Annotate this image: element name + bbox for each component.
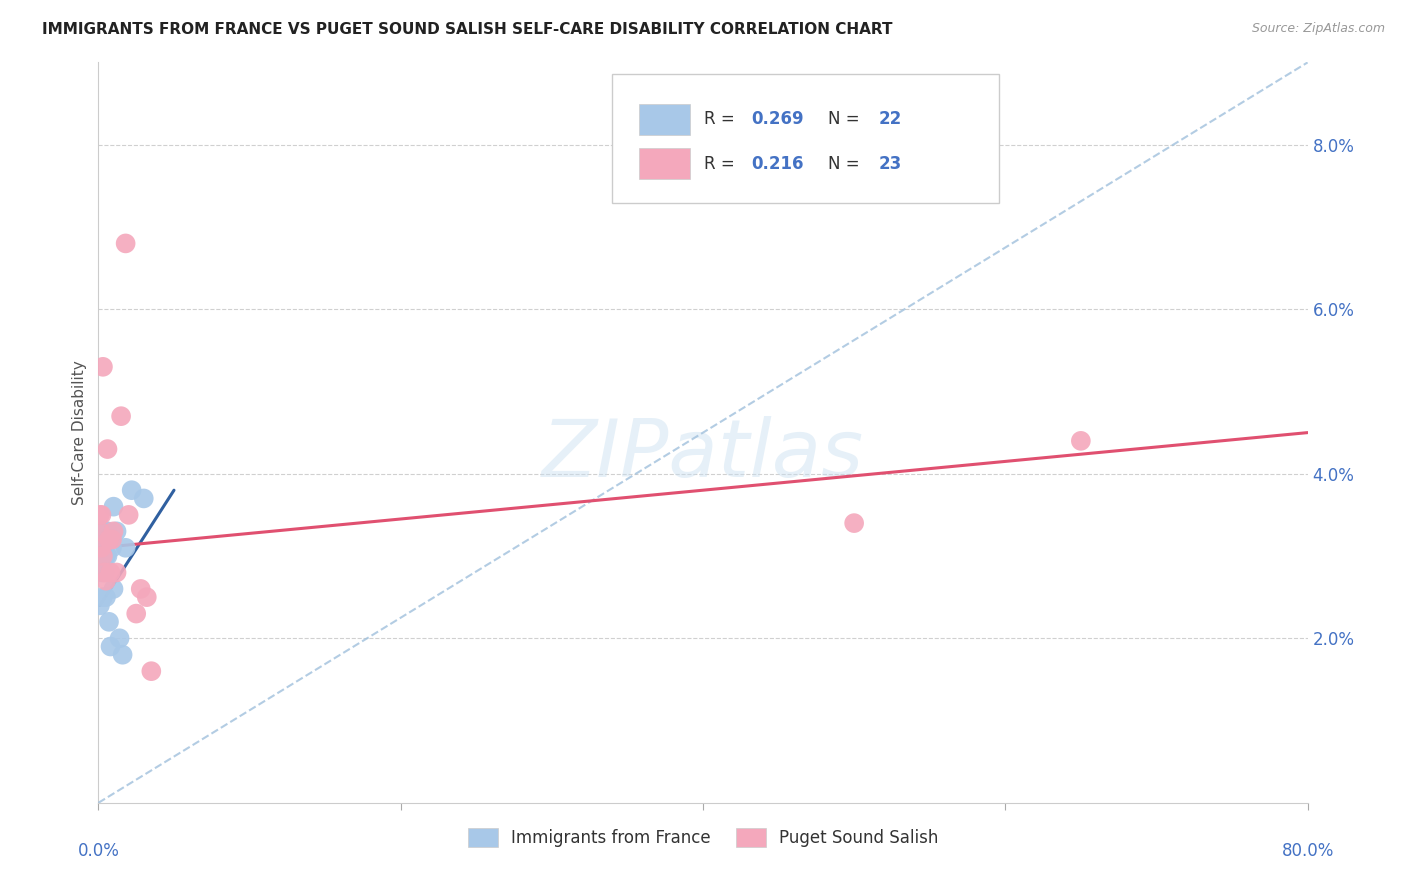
- Point: [844, 516, 866, 530]
- Point: [98, 615, 121, 629]
- Point: [103, 524, 125, 539]
- Point: [100, 640, 122, 654]
- Point: [114, 236, 136, 251]
- Point: [118, 508, 141, 522]
- Point: [111, 648, 134, 662]
- Point: [105, 524, 128, 539]
- Point: [108, 632, 131, 646]
- Point: [1070, 434, 1092, 448]
- Point: [101, 533, 124, 547]
- Point: [90, 541, 112, 555]
- Y-axis label: Self-Care Disability: Self-Care Disability: [72, 360, 87, 505]
- Point: [94, 590, 117, 604]
- Point: [103, 500, 125, 514]
- Text: 23: 23: [879, 155, 901, 173]
- Text: 0.216: 0.216: [751, 155, 804, 173]
- Point: [93, 524, 115, 539]
- Text: N =: N =: [828, 111, 865, 128]
- Point: [94, 574, 117, 588]
- Point: [91, 359, 114, 374]
- Legend: Immigrants from France, Puget Sound Salish: Immigrants from France, Puget Sound Sali…: [461, 822, 945, 854]
- Point: [141, 664, 163, 678]
- Point: [100, 566, 122, 580]
- Point: [103, 582, 125, 596]
- Point: [91, 524, 114, 539]
- Point: [91, 549, 114, 563]
- Point: [135, 590, 157, 604]
- Point: [110, 409, 132, 424]
- Text: N =: N =: [828, 155, 865, 173]
- Point: [105, 566, 128, 580]
- Point: [89, 599, 111, 613]
- Point: [90, 508, 112, 522]
- Point: [98, 533, 121, 547]
- Point: [114, 541, 136, 555]
- Point: [129, 582, 152, 596]
- FancyBboxPatch shape: [638, 103, 690, 135]
- FancyBboxPatch shape: [638, 148, 690, 179]
- Point: [93, 566, 115, 580]
- Point: [132, 491, 155, 506]
- Text: R =: R =: [704, 111, 740, 128]
- Point: [90, 566, 112, 580]
- Point: [94, 549, 117, 563]
- Point: [96, 442, 118, 456]
- Text: 80.0%: 80.0%: [1281, 842, 1334, 860]
- FancyBboxPatch shape: [613, 73, 1000, 203]
- Point: [90, 541, 112, 555]
- Point: [101, 541, 124, 555]
- Text: 0.269: 0.269: [751, 111, 804, 128]
- Point: [125, 607, 148, 621]
- Text: ZIPatlas: ZIPatlas: [541, 416, 865, 494]
- Text: IMMIGRANTS FROM FRANCE VS PUGET SOUND SALISH SELF-CARE DISABILITY CORRELATION CH: IMMIGRANTS FROM FRANCE VS PUGET SOUND SA…: [42, 22, 893, 37]
- Point: [121, 483, 143, 498]
- Text: 22: 22: [879, 111, 901, 128]
- Text: 0.0%: 0.0%: [77, 842, 120, 860]
- Point: [93, 566, 115, 580]
- Point: [91, 590, 114, 604]
- Text: R =: R =: [704, 155, 740, 173]
- Text: Source: ZipAtlas.com: Source: ZipAtlas.com: [1251, 22, 1385, 36]
- Point: [96, 524, 118, 539]
- Point: [89, 524, 111, 539]
- Point: [89, 508, 111, 522]
- Point: [96, 549, 118, 563]
